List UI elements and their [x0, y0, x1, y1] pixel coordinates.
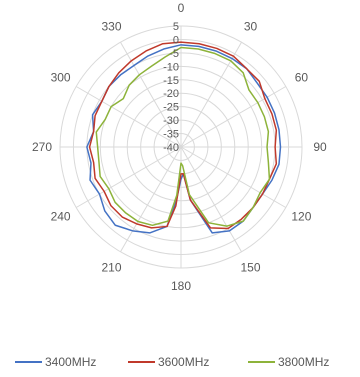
- angle-label: 300: [51, 71, 71, 85]
- grid-spoke: [180, 146, 287, 208]
- grid-spoke: [120, 41, 182, 148]
- series-line-3400MHz: [86, 44, 282, 234]
- legend: 3400MHz 3600MHz 3800MHz: [15, 355, 329, 369]
- angle-label: 0: [178, 1, 185, 15]
- radial-tick-label: -10: [163, 61, 179, 73]
- grid-spoke: [180, 86, 287, 148]
- grid-spoke: [180, 146, 242, 253]
- grid-spoke: [180, 41, 242, 148]
- angle-label: 210: [101, 260, 121, 274]
- angle-label: 240: [51, 210, 71, 224]
- grid-spoke: [75, 146, 182, 208]
- radial-tick-label: -30: [163, 115, 179, 127]
- series-group: [86, 41, 282, 234]
- radial-tick-label: -35: [163, 129, 179, 141]
- angle-label: 270: [32, 140, 52, 154]
- legend-label: 3400MHz: [45, 355, 96, 369]
- radial-tick-label: -40: [163, 142, 179, 154]
- radar-grid: [59, 25, 303, 269]
- angle-label: 30: [244, 20, 258, 34]
- angle-label: 120: [291, 210, 311, 224]
- legend-label: 3600MHz: [158, 355, 209, 369]
- angle-labels: 0 30 60 90 120 150 180 210 240 270 300 330: [32, 1, 327, 293]
- radial-tick-label: 5: [173, 21, 179, 33]
- angle-label: 60: [295, 71, 309, 85]
- angle-label: 150: [240, 260, 260, 274]
- radial-tick-label: 0: [173, 34, 179, 46]
- series-line-3600MHz: [88, 41, 278, 230]
- radial-tick-label: -15: [163, 75, 179, 87]
- angle-label: 90: [313, 140, 327, 154]
- radial-tick-label: -20: [163, 88, 179, 100]
- angle-label: 330: [101, 20, 121, 34]
- legend-label: 3800MHz: [278, 355, 329, 369]
- series-line-3800MHz: [95, 46, 271, 227]
- radial-tick-label: -25: [163, 102, 179, 114]
- radial-tick-label: -5: [169, 48, 179, 60]
- radial-tick-labels: 50 -5-10 -15-20 -25-30 -35-40: [163, 21, 179, 154]
- grid-spoke: [75, 86, 182, 148]
- grid-spoke: [120, 146, 182, 253]
- angle-label: 180: [171, 279, 191, 293]
